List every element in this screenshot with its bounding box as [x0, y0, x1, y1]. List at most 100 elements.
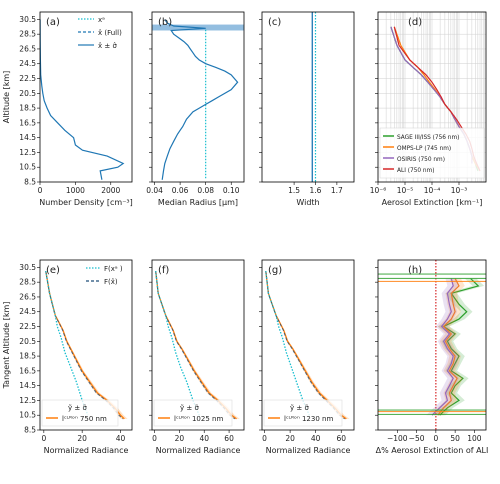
x-axis-label: Normalized Radiance: [156, 446, 241, 455]
uncertainty-band: [155, 271, 240, 419]
x-axis-label: Aerosol Extinction [km⁻¹]: [382, 198, 483, 207]
x-tick-label: 100: [467, 434, 482, 443]
y-tick-label: 18.5: [19, 104, 36, 113]
series-line: [439, 278, 480, 416]
panel-letter: (h): [408, 265, 422, 276]
x-tick-label: 0.10: [223, 186, 240, 195]
legend-label: lᶜᴸᴿᵒⁿ 1025 nm: [174, 415, 223, 423]
axes-frame: [261, 259, 355, 431]
x-tick-label: 0: [433, 434, 438, 443]
legend-e: F(xᵃ ) F(x̂): [86, 265, 123, 286]
legend-a: xᵃ x̂ (Full) x̂ ± σ̂: [78, 16, 122, 50]
series-line: [265, 271, 347, 420]
bottom-legend: ỹ ± σ̃ lᶜᴸᴿᵒⁿ 1025 nm: [153, 399, 233, 427]
axes-frame: [377, 259, 487, 431]
panel-b: 0.04 0.06 0.08 0.10 Median Radius [μm] (b): [146, 11, 245, 207]
legend-label: ỹ ± σ̃: [290, 404, 309, 412]
x-axis-label: Δ% Aerosol Extinction of ALI: [376, 446, 489, 455]
y-tick-label: 18.5: [19, 352, 36, 361]
x-tick-label: 20: [77, 434, 87, 443]
series-line: [45, 270, 125, 420]
legend-d: SAGE III/ISS (756 nm) OMPS-LP (745 nm) OSI…: [379, 127, 485, 179]
y-tick-label: 14.5: [19, 133, 36, 142]
y-tick-label: 10.5: [19, 163, 36, 172]
series-line: [155, 271, 200, 416]
x-tick-label: 60: [336, 434, 346, 443]
legend-label: ALI (750 nm): [397, 168, 435, 174]
x-tick-label: 2000: [101, 186, 120, 195]
panel-letter: (e): [46, 265, 60, 276]
series-line: [40, 19, 125, 180]
uncertainty-band: [45, 271, 128, 419]
x-tick-label: 0: [41, 434, 46, 443]
y-tick-label: 26.5: [19, 44, 36, 53]
panel-letter: (d): [408, 17, 422, 28]
legend-box: [263, 399, 343, 427]
legend-label: F(x̂): [104, 278, 118, 286]
series-line: [265, 271, 345, 420]
legend-label: OMPS-LP (745 nm): [397, 146, 451, 152]
y-tick-label: 30.5: [19, 15, 36, 24]
legend-label: lᶜᴸᴿᵒⁿ 750 nm: [62, 415, 107, 423]
x-tick-label: 40: [311, 434, 321, 443]
axes-frame: [39, 11, 133, 183]
panel-letter: (b): [158, 17, 172, 28]
panel-a: 8.5 10.5 12.5 14.5 16.5 18.5 20.5 22.5 24.5 26.5 2…: [19, 11, 133, 207]
x-tick-label: 40: [116, 434, 126, 443]
x-tick-label: 20: [285, 434, 295, 443]
series-group: [40, 19, 125, 180]
y-axis-label: Altitude [km]: [2, 71, 11, 123]
x-tick-label: 0: [38, 186, 43, 195]
panel-letter: (c): [268, 17, 281, 28]
x-tick-label: 10⁻⁵: [397, 186, 414, 195]
y-tick-label: 8.5: [24, 426, 36, 435]
y-tick-label: 24.5: [19, 59, 36, 68]
legend-label: F(xᵃ ): [104, 265, 123, 273]
x-tick-label: 0: [152, 434, 157, 443]
series-line: [45, 270, 89, 416]
uncertainty-band: [265, 271, 350, 419]
series-group: [311, 12, 317, 182]
bottom-legend: ỹ ± σ̃ lᶜᴸᴿᵒⁿ 1230 nm: [263, 399, 343, 427]
panel-letter: (f): [158, 265, 169, 276]
x-tick-label: 0: [262, 434, 267, 443]
series-line: [431, 278, 454, 416]
x-tick-label: 1.5: [288, 186, 300, 195]
legend-label: SAGE III/ISS (756 nm): [397, 135, 459, 141]
panel-letter: (g): [268, 265, 282, 276]
legend-label: x̂ ± σ̂: [98, 42, 117, 50]
y-tick-label: 20.5: [19, 337, 36, 346]
legend-label: x̂ (Full): [98, 29, 122, 37]
x-tick-label: 1.6: [310, 186, 322, 195]
x-tick-label: −50: [409, 434, 425, 443]
legend-label: xᵃ: [98, 16, 105, 24]
axes-frame: [151, 11, 245, 183]
y-tick-label: 14.5: [19, 381, 36, 390]
x-tick-label: 0.06: [172, 186, 189, 195]
x-tick-label: 10⁻³: [451, 186, 468, 195]
x-axis-label: Normalized Radiance: [44, 446, 129, 455]
panel-c: 1.5 1.6 1.7 Width (c): [259, 11, 355, 207]
series-group: [152, 19, 244, 180]
panel-h: −100 −50 0 50 100 Δ% Aerosol Extinction of AL…: [375, 259, 489, 455]
y-tick-label: 28.5: [19, 30, 36, 39]
y-tick-label: 22.5: [19, 74, 36, 83]
x-tick-label: 20: [175, 434, 185, 443]
x-tick-label: 10⁻⁴: [424, 186, 441, 195]
y-tick-label: 12.5: [19, 396, 36, 405]
y-tick-label: 30.5: [19, 263, 36, 272]
x-axis-label: Width: [296, 198, 319, 207]
y-tick-label: 28.5: [19, 278, 36, 287]
x-axis-label: Normalized Radiance: [266, 446, 351, 455]
x-tick-label: 50: [450, 434, 460, 443]
y-tick-label: 8.5: [24, 178, 36, 187]
y-tick-label: 20.5: [19, 89, 36, 98]
y-tick-label: 16.5: [19, 118, 36, 127]
y-tick-label: 16.5: [19, 366, 36, 375]
legend-label: ỹ ± σ̃: [180, 404, 199, 412]
series-group: [155, 271, 240, 420]
series-line: [155, 271, 237, 420]
legend-box: [153, 399, 233, 427]
x-axis-label: Number Density [cm⁻³]: [39, 198, 133, 207]
x-tick-label: −100: [387, 434, 408, 443]
